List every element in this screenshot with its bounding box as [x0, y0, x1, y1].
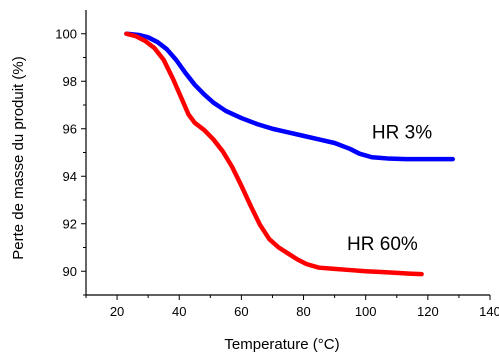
x-tick-label: 140: [479, 304, 499, 319]
annotations: HR 3% HR 60%: [347, 122, 432, 255]
x-tick-label: 80: [296, 304, 310, 319]
y-axis-ticks: 90 92 94 96 98 100: [55, 26, 86, 296]
x-tick-label: 40: [172, 304, 186, 319]
y-tick-label: 96: [63, 121, 77, 136]
y-tick-label: 92: [63, 216, 77, 231]
x-tick-label: 60: [234, 304, 248, 319]
y-tick-label: 94: [63, 169, 77, 184]
x-axis-ticks: 20 40 60 80 100 120 140: [85, 295, 499, 319]
series-annotation: HR 3%: [372, 122, 432, 143]
series-layer: [124, 31, 455, 277]
series-line-hr-3: [124, 31, 455, 162]
x-tick-label: 100: [355, 304, 377, 319]
x-tick-label: 120: [417, 304, 439, 319]
x-tick-label: 20: [110, 304, 124, 319]
y-tick-label: 90: [63, 264, 77, 279]
series-line-hr-60: [124, 31, 424, 277]
x-axis-title: Temperature (°C): [224, 336, 339, 353]
series-annotation: HR 60%: [347, 234, 418, 255]
y-tick-label: 100: [55, 26, 77, 41]
y-axis-title: Perte de masse du produit (%): [10, 56, 27, 259]
y-tick-label: 98: [63, 74, 77, 89]
